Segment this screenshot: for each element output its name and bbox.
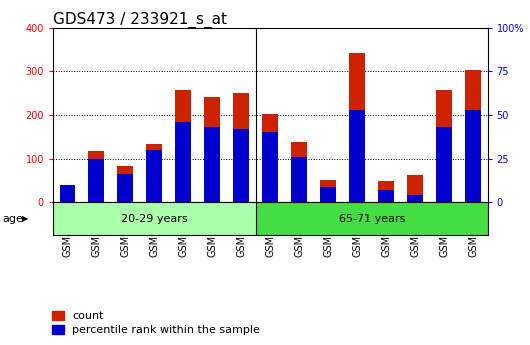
Bar (118, 175, 134, 203)
Bar (205, 127, 220, 203)
Bar (89, 151, 104, 203)
Bar (349, 53, 365, 203)
Bar (378, 180, 394, 203)
Bar (256, 203, 488, 235)
Bar (262, 132, 278, 203)
Bar (465, 110, 481, 203)
Bar (118, 166, 134, 203)
Bar (407, 175, 423, 203)
Bar (349, 110, 365, 203)
Bar (89, 159, 104, 203)
Bar (146, 144, 162, 203)
Text: age: age (3, 214, 23, 224)
Bar (262, 114, 278, 203)
Bar (465, 70, 481, 203)
Bar (59, 187, 75, 203)
Text: GDS473 / 233921_s_at: GDS473 / 233921_s_at (53, 11, 227, 28)
Text: 20-29 years: 20-29 years (121, 214, 188, 224)
Bar (205, 97, 220, 203)
Bar (378, 190, 394, 203)
Bar (233, 93, 249, 203)
Bar (320, 187, 336, 203)
Text: ▶: ▶ (22, 214, 29, 223)
Bar (292, 142, 307, 203)
Bar (175, 90, 191, 203)
Bar (175, 122, 191, 203)
Bar (146, 150, 162, 203)
Text: 65-71 years: 65-71 years (339, 214, 405, 224)
Bar (233, 129, 249, 203)
Bar (436, 127, 452, 203)
Bar (407, 195, 423, 203)
Bar (53, 203, 256, 235)
Bar (292, 157, 307, 203)
Bar (320, 180, 336, 203)
Bar (436, 90, 452, 203)
Legend: count, percentile rank within the sample: count, percentile rank within the sample (48, 306, 264, 339)
Bar (59, 185, 75, 203)
